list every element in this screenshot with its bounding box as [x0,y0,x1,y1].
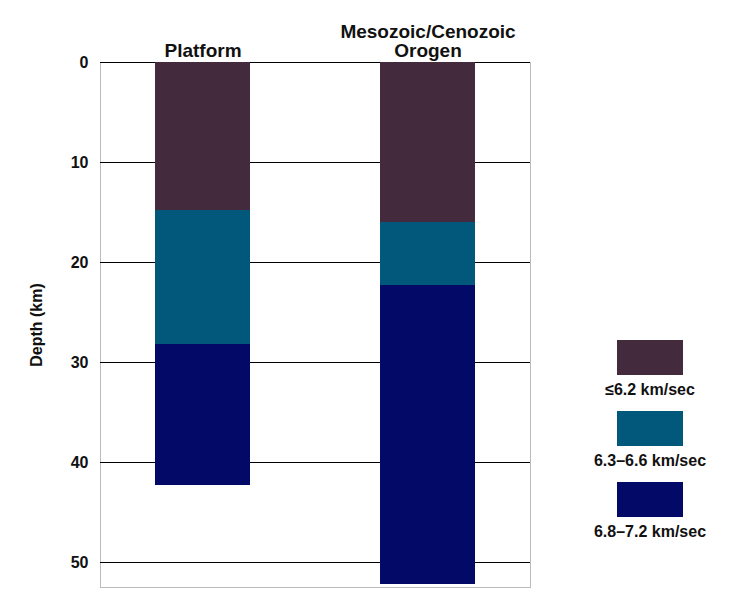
svg-text:30: 30 [71,354,89,371]
html-text:≤6.2 km/sec: ≤6.2 km/sec [605,381,695,398]
svg-text:40: 40 [71,454,89,471]
svg-text:50: 50 [71,554,89,571]
svg-text:0: 0 [80,54,89,71]
svg-text:10: 10 [71,154,89,171]
svg-text:Platform: Platform [164,40,241,61]
html-text:6.3–6.6 km/sec: 6.3–6.6 km/sec [594,452,706,469]
svg-text:Mesozoic/CenozoicOrogen: Mesozoic/CenozoicOrogen [340,21,516,61]
html-text:6.8–7.2 km/sec: 6.8–7.2 km/sec [594,523,706,540]
svg-text:Depth (km): Depth (km) [28,283,45,367]
svg-text:20: 20 [71,254,89,271]
